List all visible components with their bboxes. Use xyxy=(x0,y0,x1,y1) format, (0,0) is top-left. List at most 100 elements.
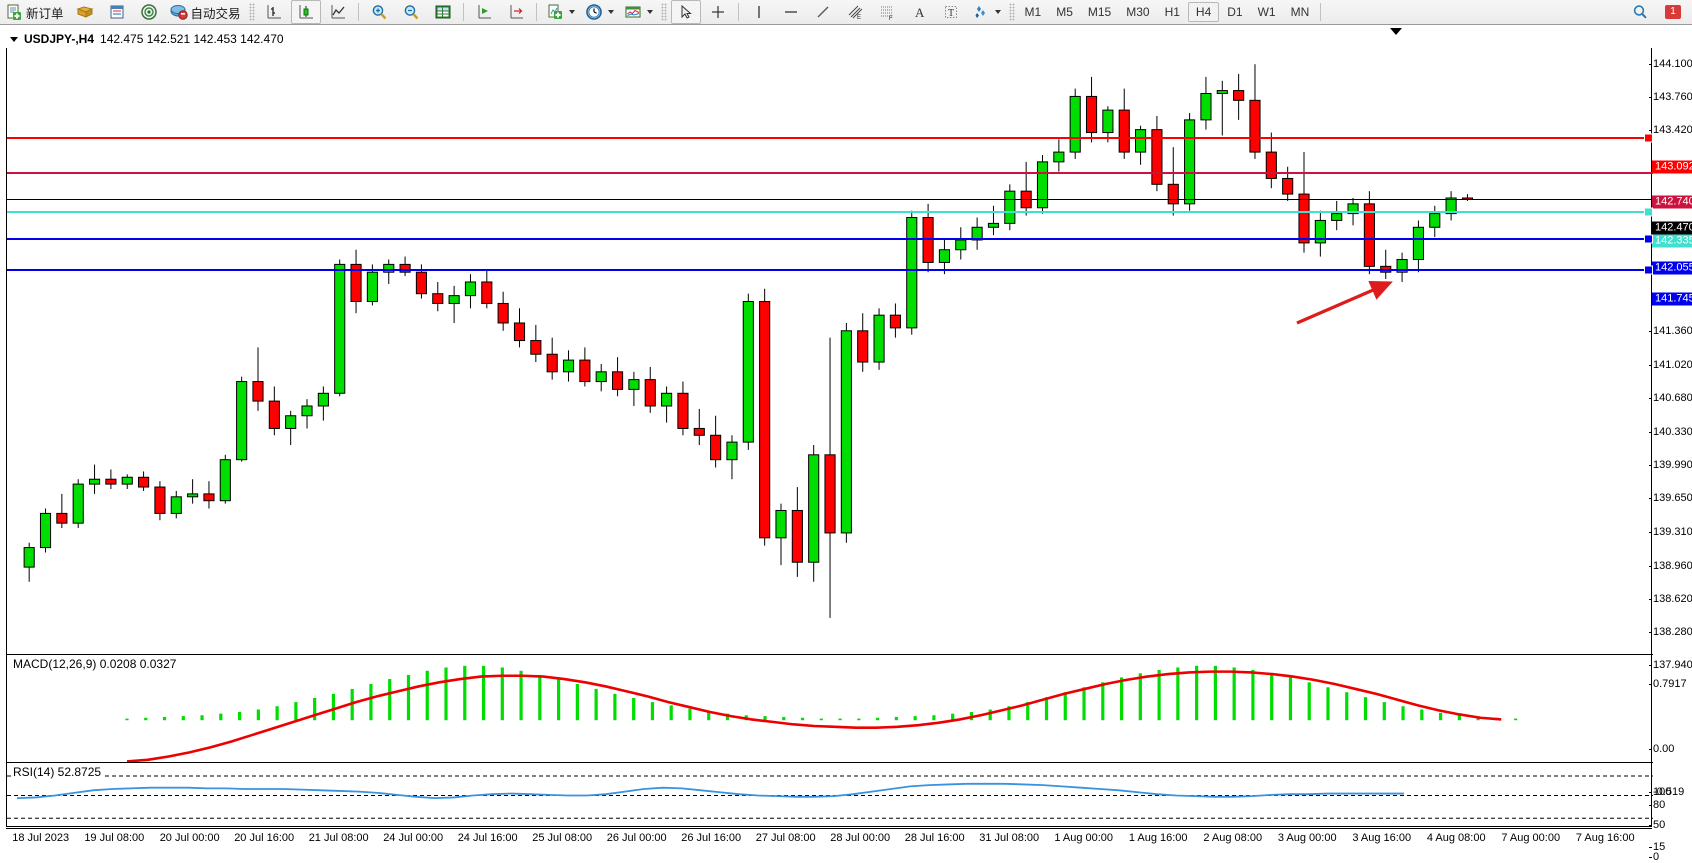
chevron-down-icon[interactable] xyxy=(10,36,18,42)
timeframe-m30[interactable]: M30 xyxy=(1126,5,1150,19)
macd-pane[interactable]: MACD(12,26,9) 0.0208 0.0327 xyxy=(7,655,1653,763)
price-tick: 143.420 xyxy=(1649,124,1692,137)
time-tick: 20 Jul 16:00 xyxy=(234,832,295,844)
level-line-pivot-line[interactable] xyxy=(7,211,1653,214)
price-label-support-lower[interactable]: 141.745 xyxy=(1652,292,1692,306)
new-order-label: 新订单 xyxy=(26,6,64,21)
equidistant-channel-tool-button[interactable]: E xyxy=(840,0,870,24)
price-scale[interactable]: 144.100 143.760 143.420 141.360 141.020 140.6… xyxy=(1648,55,1692,863)
auto-scroll-icon xyxy=(475,3,493,21)
autotrading-button[interactable]: 自动交易 xyxy=(166,0,245,24)
chevron-down-icon[interactable] xyxy=(568,10,575,14)
crosshair-tool-button[interactable] xyxy=(703,0,733,24)
time-tick: 28 Jul 16:00 xyxy=(904,832,965,844)
timeframe-mn[interactable]: MN xyxy=(1290,5,1310,19)
timeframe-m15[interactable]: M15 xyxy=(1087,5,1112,19)
price-label-resistance-upper[interactable]: 143.092 xyxy=(1652,160,1692,174)
time-tick: 1 Aug 16:00 xyxy=(1128,832,1188,844)
time-tick: 26 Jul 16:00 xyxy=(681,832,742,844)
time-scale[interactable]: 18 Jul 2023 19 Jul 08:00 20 Jul 00:00 20 Ju… xyxy=(6,828,1652,850)
period-icon xyxy=(585,3,603,21)
time-tick: 1 Aug 00:00 xyxy=(1054,832,1114,844)
zoom-in-button[interactable] xyxy=(364,0,394,24)
chart-shift-icon xyxy=(507,3,525,21)
chevron-down-icon[interactable] xyxy=(994,10,1001,14)
time-tick: 3 Aug 16:00 xyxy=(1352,832,1412,844)
level-line-current-price[interactable] xyxy=(7,198,1653,200)
timeframe-m5[interactable]: M5 xyxy=(1056,5,1073,19)
plot-frame[interactable]: MACD(12,26,9) 0.0208 0.0327 RSI(14) 52.8… xyxy=(6,30,1653,828)
price-tick: 144.100 xyxy=(1649,57,1692,70)
level-line-support-lower[interactable] xyxy=(7,268,1653,271)
level-handle-pivot-line[interactable] xyxy=(1644,207,1653,217)
timeframe-w1[interactable]: W1 xyxy=(1257,5,1276,19)
bar-chart-button[interactable] xyxy=(259,0,289,24)
templates-button[interactable] xyxy=(620,0,657,24)
text-label-tool-button[interactable]: T xyxy=(936,0,966,24)
rsi-pane-inner xyxy=(7,763,1653,828)
auto-scroll-button[interactable] xyxy=(469,0,499,24)
equidistant-channel-icon: E xyxy=(846,3,864,21)
chart-area[interactable]: MACD(12,26,9) 0.0208 0.0327 RSI(14) 52.8… xyxy=(0,25,1692,863)
main-toolbar: 新订单 xyxy=(0,0,1692,25)
crosshair-icon xyxy=(709,3,727,21)
price-pane[interactable] xyxy=(7,31,1653,655)
vertical-line-tool-button[interactable] xyxy=(744,0,774,24)
level-handle-resistance-upper[interactable] xyxy=(1644,133,1653,143)
toolbar-grip[interactable] xyxy=(660,3,667,21)
text-label-icon: T xyxy=(942,3,960,21)
line-chart-button[interactable] xyxy=(323,0,353,24)
price-label-pivot-line[interactable]: 142.335 xyxy=(1652,234,1692,248)
level-handle-support-upper[interactable] xyxy=(1644,234,1653,244)
time-tick: 26 Jul 00:00 xyxy=(606,832,667,844)
level-line-resistance-upper[interactable] xyxy=(7,137,1653,140)
cursor-tool-button[interactable] xyxy=(670,0,701,24)
zoom-out-button[interactable] xyxy=(396,0,426,24)
price-label-current-price[interactable]: 142.470 xyxy=(1652,221,1692,235)
rsi-pane[interactable]: RSI(14) 52.8725 xyxy=(7,763,1653,828)
level-line-support-upper[interactable] xyxy=(7,238,1653,241)
fibonacci-tool-button[interactable]: F xyxy=(872,0,902,24)
timeframe-h1[interactable]: H1 xyxy=(1164,5,1180,19)
level-line-resistance-lower[interactable] xyxy=(7,171,1653,174)
horizontal-line-tool-button[interactable] xyxy=(776,0,806,24)
chevron-down-icon[interactable] xyxy=(607,10,614,14)
time-tick: 7 Aug 00:00 xyxy=(1501,832,1561,844)
time-tick: 4 Aug 08:00 xyxy=(1426,832,1486,844)
period-button[interactable] xyxy=(581,0,618,24)
market-watch-button[interactable] xyxy=(428,0,458,24)
timeframe-d1[interactable]: D1 xyxy=(1227,5,1243,19)
macd-tick: 0.00 xyxy=(1648,743,1675,756)
window-icon xyxy=(108,3,126,21)
candlestick-chart-button[interactable] xyxy=(290,0,321,24)
toolbar-grip[interactable] xyxy=(1008,3,1015,21)
time-tick: 3 Aug 00:00 xyxy=(1277,832,1337,844)
indicators-button[interactable] xyxy=(542,0,579,24)
price-label-support-upper[interactable]: 142.055 xyxy=(1652,261,1692,275)
price-label-resistance-lower[interactable]: 142.740 xyxy=(1652,195,1692,209)
chevron-down-icon[interactable] xyxy=(646,10,653,14)
macd-tick: 0.7917 xyxy=(1649,678,1687,690)
chart-shift-button[interactable] xyxy=(501,0,531,24)
time-tick: 2 Aug 08:00 xyxy=(1203,832,1263,844)
new-order-button[interactable]: 新订单 xyxy=(1,0,68,24)
level-handle-support-lower[interactable] xyxy=(1644,265,1653,275)
timeframe-h4[interactable]: H4 xyxy=(1187,2,1220,22)
svg-text:E: E xyxy=(857,15,861,21)
expert-advisor-button[interactable] xyxy=(70,0,100,24)
navigator-button[interactable] xyxy=(134,0,164,24)
separator xyxy=(357,3,359,21)
shapes-tool-button[interactable] xyxy=(968,0,1005,24)
text-tool-button[interactable]: A xyxy=(904,0,934,24)
data-window-button[interactable] xyxy=(102,0,132,24)
toolbar-grip[interactable] xyxy=(248,3,255,21)
price-tick: 139.650 xyxy=(1649,492,1692,505)
notification-button[interactable]: 1 xyxy=(1658,0,1688,24)
symbol-info-bar: USDJPY-,H4 142.475 142.521 142.453 142.4… xyxy=(6,30,1652,48)
search-button[interactable] xyxy=(1625,0,1655,24)
time-tick: 28 Jul 00:00 xyxy=(830,832,891,844)
timeframe-m1[interactable]: M1 xyxy=(1024,5,1042,19)
trendline-tool-button[interactable] xyxy=(808,0,838,24)
chart-shift-marker[interactable] xyxy=(1390,28,1402,35)
price-pane-inner xyxy=(7,31,1527,654)
